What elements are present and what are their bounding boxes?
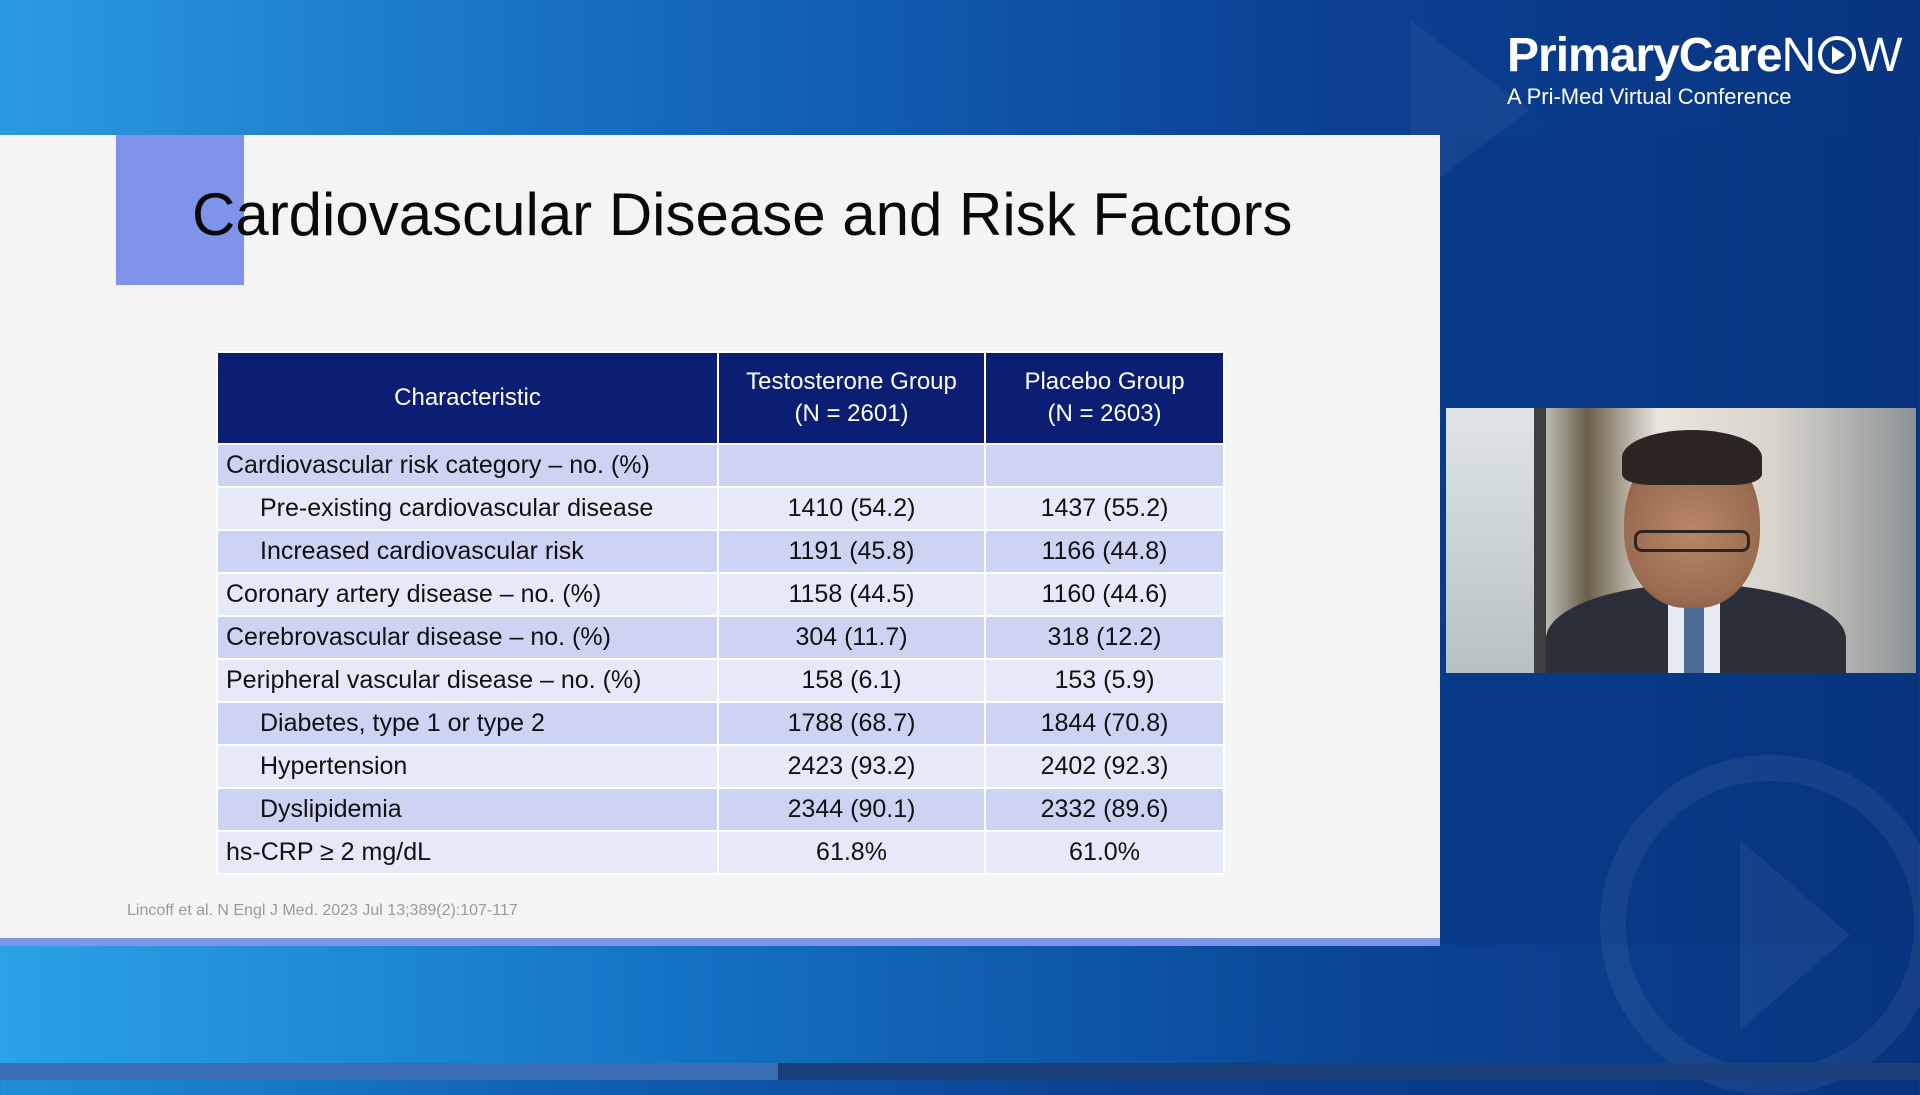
header-placebo-label: Placebo Group — [1024, 368, 1185, 395]
placebo-value: 2402 (92.3) — [984, 744, 1225, 789]
table-row: Cerebrovascular disease – no. (%) 304 (1… — [216, 615, 1225, 660]
table-row: Coronary artery disease – no. (%) 1158 (… — [216, 572, 1225, 617]
logo-now-w: W — [1857, 29, 1904, 82]
row-label: Diabetes, type 1 or type 2 — [216, 701, 719, 746]
placebo-value: 318 (12.2) — [984, 615, 1225, 660]
table-header-row: Characteristic Testosterone Group (N = 2… — [216, 351, 1225, 445]
header-testosterone-n: (N = 2601) — [794, 400, 909, 427]
testosterone-value: 2344 (90.1) — [717, 787, 986, 832]
testosterone-value: 1191 (45.8) — [717, 529, 986, 574]
playback-progress-fill — [0, 1063, 778, 1080]
testosterone-value: 304 (11.7) — [717, 615, 986, 660]
header-testosterone-label: Testosterone Group — [746, 368, 957, 395]
table-row: Increased cardiovascular risk 1191 (45.8… — [216, 529, 1225, 574]
row-label: Cerebrovascular disease – no. (%) — [216, 615, 719, 660]
placebo-value: 1437 (55.2) — [984, 486, 1225, 531]
header-testosterone-group: Testosterone Group (N = 2601) — [717, 351, 986, 445]
testosterone-value: 1410 (54.2) — [717, 486, 986, 531]
row-label: hs-CRP ≥ 2 mg/dL — [216, 830, 719, 875]
placebo-value: 153 (5.9) — [984, 658, 1225, 703]
placebo-value: 61.0% — [984, 830, 1225, 875]
row-label: Hypertension — [216, 744, 719, 789]
playback-progress-bar[interactable] — [0, 1063, 1920, 1080]
header-placebo-group: Placebo Group (N = 2603) — [984, 351, 1225, 445]
slide-title: Cardiovascular Disease and Risk Factors — [192, 181, 1293, 248]
table-row: Cardiovascular risk category – no. (%) — [216, 443, 1225, 488]
background-top-band — [0, 0, 1920, 135]
speaker-glasses — [1634, 530, 1750, 552]
slide-citation: Lincoff et al. N Engl J Med. 2023 Jul 13… — [127, 902, 518, 919]
testosterone-value: 1158 (44.5) — [717, 572, 986, 617]
table-row: Pre-existing cardiovascular disease 1410… — [216, 486, 1225, 531]
table-row: Diabetes, type 1 or type 2 1788 (68.7) 1… — [216, 701, 1225, 746]
header-characteristic: Characteristic — [216, 351, 719, 445]
video-background-window — [1446, 408, 1536, 673]
placebo-value: 1166 (44.8) — [984, 529, 1225, 574]
primarycare-now-logo: PrimaryCareN W A Pri-Med Virtual Conferen… — [1507, 30, 1907, 120]
testosterone-value: 1788 (68.7) — [717, 701, 986, 746]
table-row: Dyslipidemia 2344 (90.1) 2332 (89.6) — [216, 787, 1225, 832]
placebo-value — [984, 443, 1225, 488]
logo-play-icon — [1818, 36, 1857, 74]
row-label: Coronary artery disease – no. (%) — [216, 572, 719, 617]
placebo-value: 2332 (89.6) — [984, 787, 1225, 832]
row-label: Dyslipidemia — [216, 787, 719, 832]
table-row: Peripheral vascular disease – no. (%) 15… — [216, 658, 1225, 703]
row-label: Cardiovascular risk category – no. (%) — [216, 443, 719, 488]
slide-bottom-accent — [0, 938, 1440, 946]
speaker-video-feed[interactable] — [1446, 408, 1916, 673]
logo-now-n: N — [1781, 29, 1818, 82]
row-label: Increased cardiovascular risk — [216, 529, 719, 574]
table-row: hs-CRP ≥ 2 mg/dL 61.8% 61.0% — [216, 830, 1225, 875]
testosterone-value — [717, 443, 986, 488]
row-label: Peripheral vascular disease – no. (%) — [216, 658, 719, 703]
decorative-play-icon — [1740, 840, 1850, 1030]
table-row: Hypertension 2423 (93.2) 2402 (92.3) — [216, 744, 1225, 789]
testosterone-value: 158 (6.1) — [717, 658, 986, 703]
speaker-tie — [1684, 604, 1704, 673]
slide-accent-block — [116, 135, 244, 285]
placebo-value: 1844 (70.8) — [984, 701, 1225, 746]
video-background-frame — [1534, 408, 1546, 673]
background-bottom-band — [0, 945, 1920, 1080]
presentation-slide: Cardiovascular Disease and Risk Factors … — [0, 135, 1440, 946]
logo-wordmark: PrimaryCareN W — [1507, 30, 1907, 82]
logo-primary-text: PrimaryCare — [1507, 29, 1783, 82]
speaker-hair — [1622, 430, 1762, 485]
logo-subtitle: A Pri-Med Virtual Conference — [1507, 84, 1792, 109]
testosterone-value: 61.8% — [717, 830, 986, 875]
placebo-value: 1160 (44.6) — [984, 572, 1225, 617]
row-label: Pre-existing cardiovascular disease — [216, 486, 719, 531]
header-placebo-n: (N = 2603) — [1047, 400, 1162, 427]
results-table: Characteristic Testosterone Group (N = 2… — [216, 351, 1225, 875]
testosterone-value: 2423 (93.2) — [717, 744, 986, 789]
